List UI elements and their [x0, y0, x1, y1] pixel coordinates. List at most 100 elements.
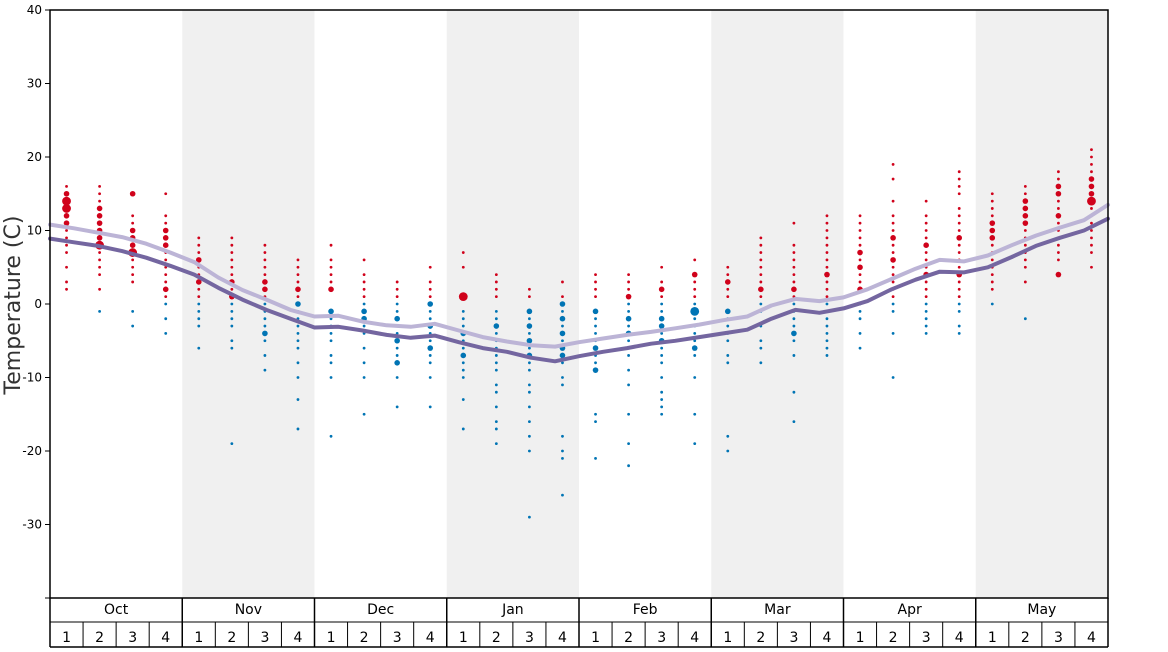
warm-point: [924, 214, 928, 218]
warm-point: [825, 243, 829, 247]
warm-point: [857, 264, 863, 271]
warm-point: [693, 287, 697, 291]
cold-point: [197, 324, 201, 328]
warm-point: [98, 199, 101, 203]
warm-point: [62, 204, 71, 213]
cold-point: [660, 405, 664, 409]
cold-point: [528, 390, 531, 394]
warm-point: [990, 273, 994, 276]
warm-point: [65, 236, 68, 240]
cold-point: [561, 434, 564, 438]
warm-point: [1057, 177, 1060, 181]
cold-point: [164, 317, 168, 321]
week-label: 2: [360, 630, 369, 646]
cold-point: [329, 434, 333, 438]
month-label: Feb: [633, 602, 658, 618]
warm-point: [825, 265, 829, 269]
warm-point: [594, 273, 597, 276]
week-label: 4: [426, 630, 435, 646]
cold-point: [262, 330, 268, 337]
cold-point: [858, 332, 862, 335]
cold-point: [627, 412, 630, 416]
cold-point: [759, 361, 763, 365]
cold-point: [362, 376, 366, 379]
warm-point: [98, 287, 101, 291]
warm-point: [1088, 190, 1095, 197]
warm-point: [131, 273, 135, 276]
warm-point: [561, 295, 564, 299]
cold-point: [825, 302, 829, 306]
cold-point: [528, 346, 531, 350]
cold-point: [660, 302, 664, 306]
warm-point: [660, 265, 664, 269]
warm-point: [1023, 258, 1027, 262]
week-label: 4: [294, 630, 303, 646]
cold-point: [594, 412, 597, 416]
warm-point: [195, 257, 202, 263]
cold-point: [526, 337, 533, 344]
warm-point: [1090, 155, 1093, 159]
cold-point: [924, 332, 928, 335]
cold-point: [197, 317, 201, 321]
cold-point: [362, 302, 366, 306]
cold-point: [528, 317, 531, 321]
cold-point: [825, 354, 829, 357]
cold-point: [526, 308, 533, 315]
warm-point: [296, 273, 300, 276]
warm-point: [891, 273, 895, 276]
week-label: 4: [823, 630, 832, 646]
warm-point: [1022, 213, 1029, 219]
week-label: 3: [657, 630, 666, 646]
warm-point: [295, 286, 301, 293]
warm-point: [759, 251, 763, 254]
warm-point: [990, 258, 994, 262]
warm-point: [197, 251, 201, 254]
warm-point: [1023, 280, 1027, 284]
cold-point: [594, 420, 597, 423]
warm-point: [197, 243, 201, 247]
cold-point: [693, 339, 697, 343]
warm-point: [957, 177, 961, 181]
week-label: 2: [95, 630, 104, 646]
warm-point: [1023, 192, 1027, 196]
warm-point: [791, 286, 797, 293]
warm-point: [891, 265, 895, 269]
warm-point: [858, 273, 862, 276]
y-tick-label: -10: [22, 371, 42, 385]
cold-point: [693, 332, 697, 335]
cold-point: [561, 361, 564, 365]
cold-point: [428, 405, 432, 409]
cold-point: [660, 361, 664, 365]
week-label: 3: [922, 630, 931, 646]
cold-point: [726, 339, 730, 343]
warm-point: [924, 229, 928, 232]
week-label: 3: [260, 630, 269, 646]
warm-point: [296, 265, 300, 269]
warm-point: [825, 236, 829, 240]
warm-point: [461, 265, 465, 269]
y-tick-label: 30: [27, 77, 42, 91]
cold-point: [428, 361, 432, 365]
week-label: 4: [955, 630, 964, 646]
warm-point: [1090, 162, 1093, 166]
warm-point: [759, 280, 763, 284]
warm-point: [63, 190, 70, 197]
cold-point: [494, 383, 498, 387]
cold-point: [693, 376, 697, 379]
cold-point: [362, 324, 366, 328]
month-bands: [182, 10, 1108, 598]
warm-point: [329, 265, 333, 269]
cold-point: [164, 302, 168, 306]
week-label: 2: [624, 630, 633, 646]
warm-point: [924, 280, 928, 284]
warm-point: [129, 227, 136, 234]
cold-point: [561, 456, 564, 460]
cold-point: [528, 361, 531, 365]
cold-point: [230, 339, 234, 343]
warm-point: [164, 192, 168, 196]
warm-point: [1023, 185, 1027, 188]
cold-point: [561, 383, 564, 387]
cold-point: [131, 324, 135, 328]
cold-point: [627, 309, 630, 313]
warm-point: [825, 295, 829, 299]
